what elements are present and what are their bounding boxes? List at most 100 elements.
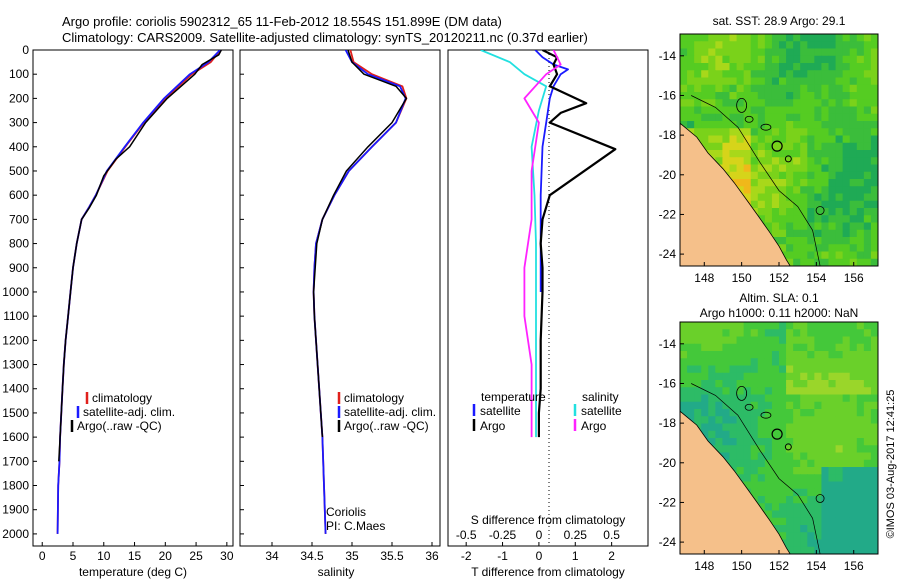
map-cell <box>793 336 801 345</box>
map-cell <box>736 77 745 86</box>
map-cell <box>856 92 865 100</box>
map-cell <box>743 186 752 195</box>
map-cell <box>779 48 787 57</box>
map-cell <box>835 113 844 122</box>
map-cell <box>828 387 837 396</box>
map-cell <box>835 525 844 533</box>
map-cell <box>821 208 830 216</box>
map-cell <box>856 106 865 115</box>
map-cell <box>863 150 872 158</box>
map-cell <box>708 387 716 396</box>
map-cell <box>821 351 830 359</box>
map-cell <box>842 430 851 439</box>
map-cell <box>786 128 794 137</box>
map-cell <box>835 401 844 410</box>
map-y-tick-label: -18 <box>659 416 677 430</box>
map-cell <box>856 63 865 71</box>
map-cell <box>729 142 738 151</box>
map-cell <box>786 474 794 483</box>
map-cell <box>800 128 808 137</box>
map-cell <box>842 92 851 100</box>
map-cell <box>849 539 858 548</box>
reef-outline <box>815 206 825 215</box>
map-cell <box>708 365 716 374</box>
map-cell <box>856 237 865 245</box>
map-cell <box>680 329 688 338</box>
map-cell <box>828 84 837 93</box>
map-cell <box>736 351 745 359</box>
temperature-panel: 0100200300400500600700800900100011001200… <box>2 43 234 579</box>
map-cell <box>807 452 815 461</box>
map-cell <box>771 84 780 93</box>
map-cell <box>849 336 858 345</box>
map-cell <box>729 430 738 439</box>
map-cell <box>821 193 830 202</box>
map-cell <box>722 358 731 367</box>
map-cell <box>856 467 865 475</box>
map-cell <box>743 322 752 330</box>
map-cell <box>835 157 844 166</box>
difference-line-T_argo <box>537 50 617 438</box>
map-cell <box>793 474 801 483</box>
map-cell <box>828 164 837 173</box>
map-cell <box>849 70 858 79</box>
map-cell <box>870 351 878 359</box>
map-cell <box>680 106 688 115</box>
map-cell <box>835 336 844 345</box>
x-tick-label: 36 <box>425 549 439 563</box>
map-cell <box>764 142 773 151</box>
map-cell <box>814 336 823 345</box>
map-cell <box>835 474 844 483</box>
map-cell <box>807 329 815 338</box>
map-cell <box>722 157 731 166</box>
map-cell <box>736 121 745 129</box>
map-cell <box>814 229 823 238</box>
map-cell <box>856 336 865 345</box>
map-cell <box>800 496 808 504</box>
map-cell <box>835 63 844 71</box>
map-cell <box>722 365 731 374</box>
map-cell <box>757 380 766 388</box>
y-tick-label: 1600 <box>2 430 29 444</box>
map-cell <box>757 351 766 359</box>
map-cell <box>863 452 872 461</box>
map-cell <box>870 222 878 231</box>
map-cell <box>694 63 702 71</box>
x-tick-label: 0 <box>536 549 543 563</box>
map-cell <box>701 401 709 410</box>
map-cell <box>750 467 759 475</box>
map-cell <box>722 423 731 432</box>
salinity-legend: climatology satellite-adj. clim. Argo(..… <box>337 391 436 433</box>
map-cell <box>800 329 808 338</box>
map-cell <box>807 322 815 330</box>
legend-label-temp-argo: Argo <box>480 419 506 433</box>
map-cell <box>680 351 688 359</box>
map-cell <box>715 128 724 137</box>
map-cell <box>736 34 745 42</box>
map-cell <box>814 481 823 490</box>
map-cell <box>708 358 716 367</box>
map-cell <box>835 237 844 245</box>
difference-panel: -2 -1 0 1 2-0.5 -0.25 0 0.25 0.5 S difference fr… <box>447 49 649 579</box>
map-cell <box>764 106 773 115</box>
map-cell <box>821 343 830 352</box>
map-cell <box>870 128 878 137</box>
map-cell <box>750 365 759 374</box>
map-cell <box>828 423 837 432</box>
map-cell <box>814 63 823 71</box>
map-cell <box>729 113 738 122</box>
map-cell <box>757 365 766 374</box>
map-cell <box>800 372 808 381</box>
map-cell <box>814 546 823 554</box>
map-cell <box>807 135 815 144</box>
map-cell <box>729 128 738 137</box>
map-cell <box>793 70 801 79</box>
map-cell <box>694 372 702 381</box>
map-cell <box>779 496 787 504</box>
map-cell <box>849 99 858 108</box>
map-cell <box>793 142 801 151</box>
map-cell <box>757 99 766 108</box>
x-tick-label: 34 <box>265 549 279 563</box>
map-cell <box>708 48 716 57</box>
map-cell <box>800 77 808 86</box>
